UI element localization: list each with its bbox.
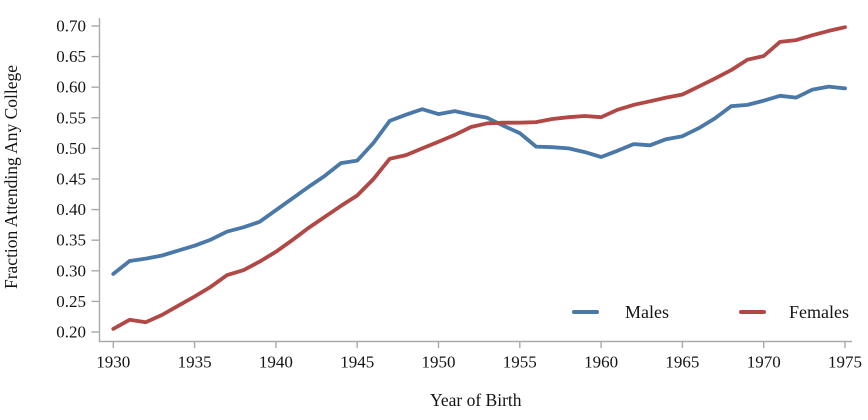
legend-item-males: Males <box>572 300 669 324</box>
y-tick-label: 0.45 <box>56 170 86 189</box>
y-tick-label: 0.50 <box>56 139 86 158</box>
legend-label-females: Females <box>789 301 849 322</box>
y-tick-label: 0.60 <box>56 78 86 97</box>
y-tick-label: 0.35 <box>56 231 86 250</box>
x-tick-label: 1945 <box>340 353 374 372</box>
x-tick-label: 1965 <box>665 353 699 372</box>
y-axis-title: Fraction Attending Any College <box>1 65 21 289</box>
x-tick-label: 1935 <box>178 353 212 372</box>
x-tick-label: 1950 <box>422 353 456 372</box>
y-tick-label: 0.25 <box>56 292 86 311</box>
females-line-swatch <box>739 309 766 315</box>
females-line <box>111 25 847 331</box>
y-tick-label: 0.40 <box>56 200 86 219</box>
males-line-swatch <box>572 309 599 315</box>
x-tick-label: 1970 <box>747 353 781 372</box>
legend-item-females: Females <box>739 300 849 324</box>
y-tick-label: 0.65 <box>56 47 86 66</box>
males-line <box>111 84 847 276</box>
x-tick-label: 1975 <box>828 353 862 372</box>
y-tick-label: 0.20 <box>56 323 86 342</box>
y-tick-label: 0.30 <box>56 261 86 280</box>
x-tick-label: 1955 <box>503 353 537 372</box>
y-tick-label: 0.55 <box>56 108 86 127</box>
x-axis-title: Year of Birth <box>430 390 522 410</box>
y-tick-label: 0.70 <box>56 17 86 36</box>
x-tick-label: 1930 <box>96 353 130 372</box>
x-tick-label: 1940 <box>259 353 293 372</box>
x-tick-label: 1960 <box>584 353 618 372</box>
legend-label-males: Males <box>625 301 669 322</box>
